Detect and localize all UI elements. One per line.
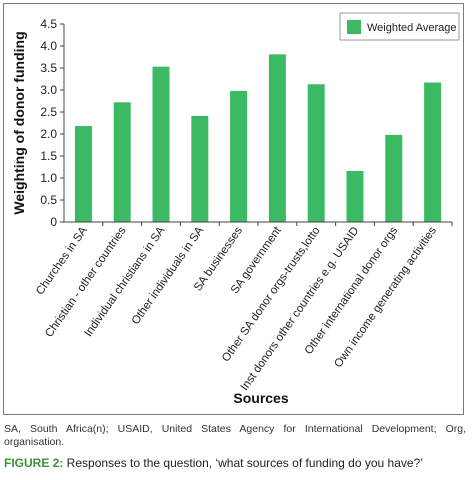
bar	[424, 82, 442, 223]
category-label: Christian - other countries	[43, 225, 128, 340]
y-axis-ticks: 0 0.5 1.0 1.5 2.0 2.5 3.0 3.5 4.0 4.5	[40, 17, 64, 229]
y-tick-label: 2.5	[40, 105, 57, 119]
legend-label: Weighted Average	[367, 22, 457, 34]
x-axis-title: Sources	[233, 390, 288, 406]
legend: Weighted Average	[339, 12, 460, 41]
y-tick-label: 2.0	[40, 127, 57, 141]
bar	[152, 66, 170, 223]
y-tick-label: 0	[50, 215, 57, 229]
y-axis-title: Weighting of donor funding	[11, 31, 27, 214]
y-tick-label: 3.5	[40, 61, 57, 75]
bar	[113, 102, 131, 222]
y-tick-label: 0.5	[40, 193, 57, 207]
bar	[230, 90, 248, 222]
caption-text: Responses to the question, ‘what sources…	[63, 456, 423, 470]
bar-chart: 0 0.5 1.0 1.5 2.0 2.5 3.0 3.5 4.0 4.5 Churches in…	[11, 12, 460, 406]
y-tick-label: 1.5	[40, 149, 57, 163]
figure-caption: FIGURE 2: Responses to the question, ‘wh…	[4, 456, 470, 470]
bars	[74, 54, 442, 223]
footnote: SA, South Africa(n); USAID, United State…	[4, 423, 466, 448]
bar	[191, 115, 209, 222]
bar	[74, 126, 92, 222]
y-tick-label: 4.5	[40, 17, 57, 31]
bar	[307, 84, 325, 222]
chart-frame: 0 0.5 1.0 1.5 2.0 2.5 3.0 3.5 4.0 4.5 Churches in…	[3, 3, 464, 415]
bar	[268, 54, 286, 222]
bar	[346, 170, 364, 222]
category-label: Individual christians in SA	[82, 225, 167, 339]
legend-swatch	[347, 20, 361, 34]
bar	[385, 134, 403, 222]
figure-label: FIGURE 2:	[4, 456, 64, 470]
y-tick-label: 1.0	[40, 171, 57, 185]
y-tick-label: 4.0	[40, 39, 57, 53]
category-label: Other individuals in SA	[130, 225, 207, 327]
y-tick-label: 3.0	[40, 83, 57, 97]
